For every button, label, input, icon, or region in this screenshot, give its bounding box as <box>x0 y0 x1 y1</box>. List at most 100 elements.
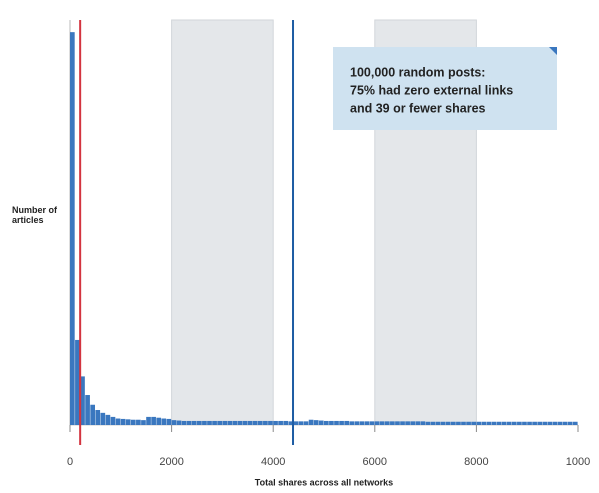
bar <box>435 421 441 425</box>
bar <box>80 376 85 425</box>
bar <box>547 421 553 425</box>
bar <box>227 420 233 425</box>
bar <box>476 421 482 425</box>
x-tick-label: 1000 <box>566 456 590 468</box>
bar <box>161 418 167 425</box>
bar <box>308 419 314 425</box>
bar <box>359 421 365 425</box>
bar <box>146 416 151 425</box>
bar <box>318 420 324 425</box>
bar <box>471 421 476 425</box>
bar <box>212 420 217 425</box>
bar <box>486 421 492 425</box>
bar <box>339 420 344 425</box>
bar <box>491 421 497 425</box>
bar <box>115 418 121 425</box>
bar <box>191 420 197 425</box>
bar <box>278 420 283 425</box>
bar <box>130 419 136 425</box>
bar <box>425 421 431 425</box>
bar <box>156 417 162 425</box>
bar <box>451 421 456 425</box>
x-tick-label: 0 <box>67 456 73 468</box>
bar <box>151 416 156 425</box>
bar <box>496 421 502 425</box>
bar <box>95 410 101 425</box>
bar <box>379 421 385 425</box>
bar <box>313 420 319 425</box>
bar <box>257 420 263 425</box>
bar <box>75 339 80 425</box>
bar <box>329 420 334 425</box>
bar <box>445 421 451 425</box>
bar <box>405 421 410 425</box>
bar <box>506 421 512 425</box>
bar <box>197 420 202 425</box>
bar <box>511 421 517 425</box>
bar <box>466 421 471 425</box>
bar <box>105 414 111 425</box>
bar <box>430 421 436 425</box>
bar <box>110 416 116 425</box>
bar <box>303 421 309 425</box>
bar <box>415 421 421 425</box>
bar <box>354 421 360 425</box>
bar <box>293 421 299 425</box>
bar <box>456 421 461 425</box>
bar <box>85 395 90 425</box>
bar <box>237 420 243 425</box>
bar <box>440 421 446 425</box>
bar <box>501 421 507 425</box>
bar <box>542 421 548 425</box>
bar <box>166 418 172 425</box>
bar <box>100 412 106 425</box>
x-axis-label: Total shares across all networks <box>255 477 393 487</box>
bar <box>562 421 568 425</box>
bar <box>364 421 370 425</box>
bar <box>181 420 187 425</box>
annotation-fold <box>549 47 557 55</box>
bar <box>369 421 375 425</box>
bar <box>222 420 228 425</box>
bar <box>125 419 131 425</box>
bar <box>557 421 563 425</box>
bar <box>247 420 253 425</box>
bar <box>171 420 177 425</box>
bar <box>522 421 527 425</box>
bar <box>141 420 146 425</box>
bar <box>390 421 395 425</box>
bar <box>395 421 400 425</box>
bar <box>232 420 238 425</box>
annotation-box <box>333 47 557 130</box>
bar <box>207 420 212 425</box>
annotation-text: 100,000 random posts: <box>350 65 485 79</box>
bar <box>410 421 416 425</box>
bar <box>384 421 390 425</box>
bar <box>334 420 339 425</box>
bar <box>242 420 248 425</box>
bar <box>374 421 380 425</box>
bar <box>268 420 273 425</box>
bar <box>537 421 543 425</box>
bar <box>283 420 289 425</box>
shaded-range <box>171 19 274 426</box>
x-tick-label: 8000 <box>464 456 488 468</box>
bar <box>344 420 349 425</box>
bar <box>273 420 278 425</box>
bar <box>186 420 192 425</box>
bar <box>217 420 222 425</box>
bar <box>136 419 141 425</box>
bar <box>567 421 573 425</box>
bar <box>552 421 558 425</box>
bar <box>324 420 329 425</box>
bar <box>70 32 75 426</box>
x-tick-label: 6000 <box>363 456 387 468</box>
x-tick-label: 2000 <box>159 456 183 468</box>
annotation-text: and 39 or fewer shares <box>350 101 486 115</box>
bar <box>461 421 466 425</box>
bar <box>400 421 405 425</box>
bar <box>120 418 126 425</box>
annotation-text: 75% had zero external links <box>350 83 513 97</box>
bar <box>298 421 304 425</box>
